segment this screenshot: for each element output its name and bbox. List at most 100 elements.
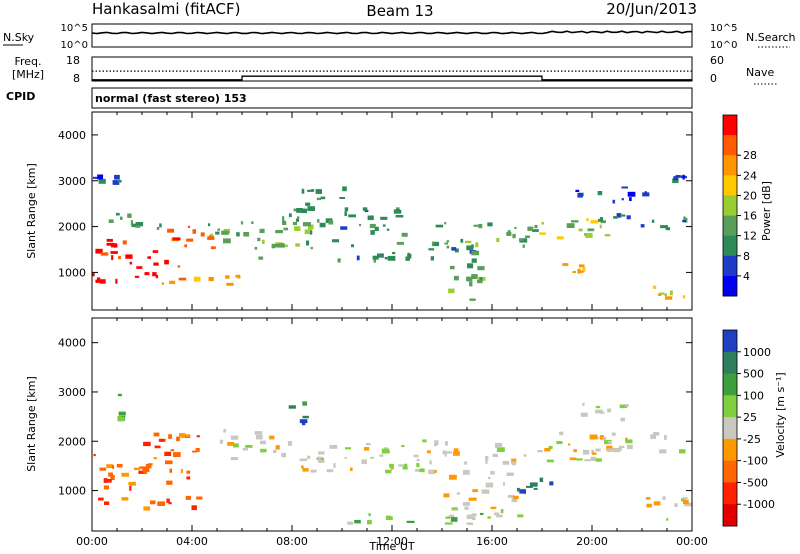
station-title: Hankasalmi (fitACF) (92, 0, 240, 18)
power-cell (259, 228, 265, 234)
power-cell (273, 244, 281, 248)
velocity-cell (645, 497, 651, 500)
cpid-panel: normal (fast stereo) 153 (91, 87, 693, 109)
velocity-cell (612, 447, 621, 453)
velocity-cell (589, 434, 598, 440)
colorbar-swatch (723, 504, 737, 527)
velocity-cell (368, 513, 371, 517)
velocity-cell (245, 445, 253, 448)
power-cell (396, 207, 400, 212)
velocity-cell (275, 445, 280, 450)
power-cell (100, 252, 109, 256)
power-cell (310, 230, 313, 235)
power-cell (431, 241, 435, 246)
velocity-cell (582, 449, 590, 455)
power-cell (444, 222, 447, 225)
velocity-cell (679, 449, 686, 454)
power-cell (215, 231, 220, 235)
velocity-cell (445, 441, 448, 446)
power-cell (449, 265, 455, 270)
velocity-cell (310, 469, 317, 473)
power-cell (111, 255, 114, 261)
power-cell (156, 226, 160, 230)
x-tick-label: 08:00 (276, 535, 308, 548)
velocity-cell (142, 467, 150, 473)
velocity-cell (595, 409, 603, 414)
velocity-cell (223, 429, 227, 433)
velocity-cell (106, 464, 114, 469)
velocity-cell (591, 449, 595, 454)
power-cell (295, 243, 300, 247)
colorbar-tick-label: 24 (743, 169, 757, 182)
velocity-cell (110, 475, 115, 478)
velocity-cell (143, 506, 151, 511)
velocity-cell (606, 448, 613, 452)
velocity-cell (103, 485, 109, 490)
power-cell (282, 216, 285, 221)
velocity-cell (674, 503, 678, 507)
power-cell (98, 178, 106, 184)
power-cell (572, 271, 576, 273)
power-cell (340, 226, 348, 230)
velocity-cell (99, 467, 107, 471)
velocity-cell (361, 459, 367, 464)
noise-search-label: N.Search (746, 31, 796, 44)
power-cell (577, 193, 583, 198)
noise-right-tick-top: 10^5 (710, 23, 737, 34)
power-cell (108, 219, 114, 223)
power-cell (377, 253, 384, 258)
power-cell (169, 280, 176, 284)
velocity-cell (121, 497, 129, 501)
colorbar-swatch (723, 482, 737, 505)
velocity-cell (118, 414, 126, 418)
power-cell (339, 197, 345, 199)
velocity-cell (595, 458, 602, 462)
power-cell (682, 295, 686, 299)
velocity-cell (133, 467, 141, 471)
power-cell (541, 222, 545, 225)
velocity-cell (302, 401, 308, 406)
velocity-cell (426, 450, 431, 454)
power-cell (315, 189, 322, 194)
power-cell (395, 215, 404, 218)
velocity-cell (619, 447, 622, 451)
colorbar-swatch (723, 155, 737, 176)
freq-tick-bottom: 8 (73, 72, 80, 85)
power-cell (580, 270, 584, 273)
power-cell (344, 211, 347, 216)
velocity-cell (492, 453, 498, 457)
colorbar-swatch (723, 195, 737, 216)
power-cell (282, 221, 287, 225)
power-cell (110, 244, 118, 248)
velocity-heatmap (93, 393, 692, 525)
power-cell (578, 264, 585, 268)
colorbar-swatch (723, 417, 737, 440)
power-cell (135, 225, 141, 228)
velocity-cell (168, 502, 172, 505)
power-cell (454, 248, 459, 253)
velocity-cell (485, 460, 488, 465)
power-cell (106, 238, 113, 242)
cpid-label: CPID (6, 90, 35, 103)
y-tick-label: 3000 (58, 175, 86, 188)
power-cell (432, 241, 440, 247)
power-cell (682, 219, 687, 223)
power-cell (577, 268, 581, 274)
velocity-cell (653, 501, 661, 506)
velocity-cell (464, 461, 468, 465)
velocity-cell (604, 440, 612, 445)
velocity-cell (153, 457, 157, 460)
velocity-cell (150, 500, 156, 505)
power-cell (127, 213, 132, 218)
power-cell (301, 208, 308, 214)
velocity-cell (242, 448, 249, 451)
power-cell (348, 214, 356, 218)
colorbar-tick-label: 25 (743, 411, 757, 424)
power-cell (159, 223, 162, 228)
power-cell (328, 220, 334, 225)
power-cell (115, 278, 118, 284)
power-cell (155, 274, 159, 279)
velocity-cell (138, 470, 145, 474)
power-cell (582, 267, 586, 272)
y-tick-label: 3000 (58, 386, 86, 399)
